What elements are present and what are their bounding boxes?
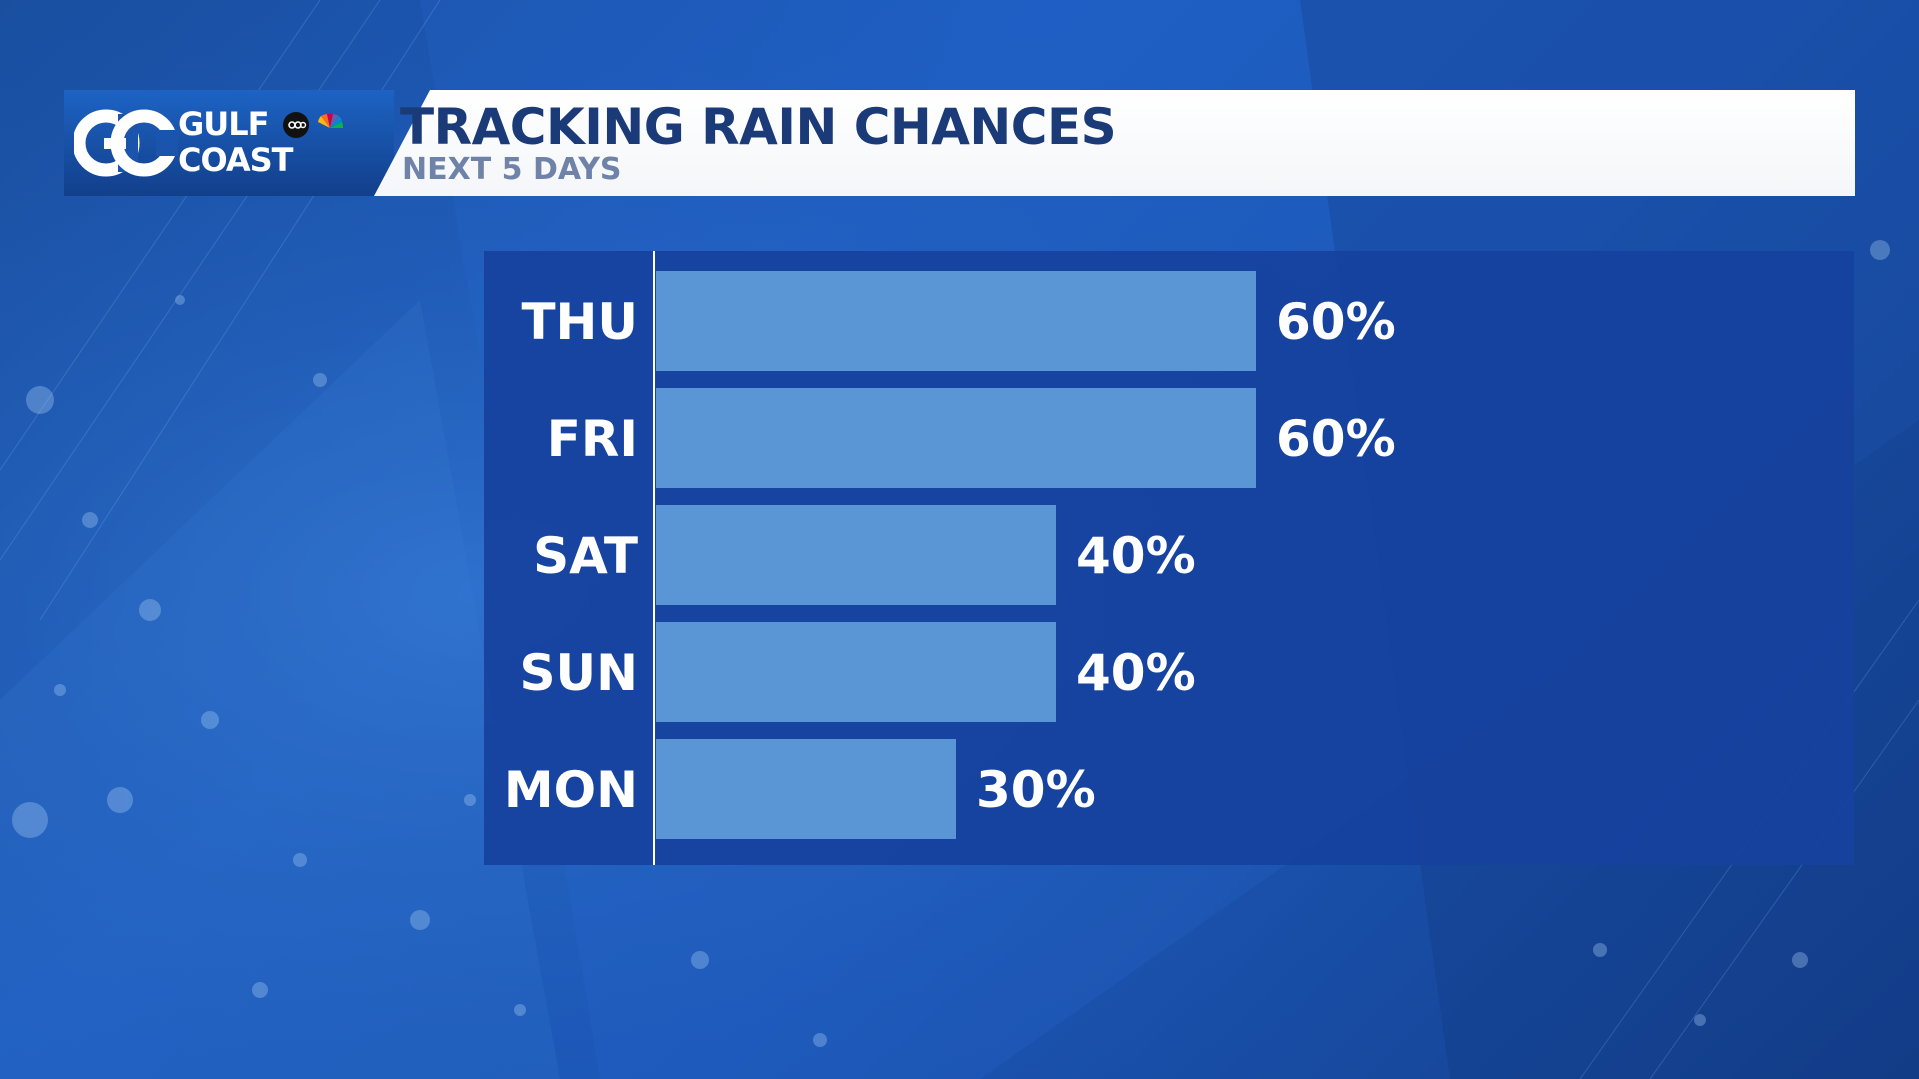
value-label-sat: 40% [1076, 527, 1196, 585]
category-label-mon: MON [504, 761, 638, 819]
brand-name-line1: GULF [178, 105, 269, 143]
chart-panel: THU 60% FRI 60% SAT 40% SUN 40% MON 30% [484, 251, 1854, 865]
page-subtitle: NEXT 5 DAYS [402, 152, 622, 187]
value-label-fri: 60% [1276, 410, 1396, 468]
value-label-thu: 60% [1276, 293, 1396, 351]
category-label-sat: SAT [533, 527, 638, 585]
bar-fri [656, 388, 1256, 488]
brand-name-line2: COAST [178, 141, 293, 179]
header-banner: GULF COAST TRACKING [64, 90, 1855, 196]
bars-group: THU 60% FRI 60% SAT 40% SUN 40% MON 30% [504, 271, 1396, 839]
nbc-peacock-icon [318, 113, 344, 128]
bar-sat [656, 505, 1056, 605]
title-bar [374, 90, 1855, 196]
rain-chance-bar-chart: THU 60% FRI 60% SAT 40% SUN 40% MON 30% [504, 251, 1396, 865]
gc-logo-icon [74, 109, 178, 177]
network-logos [283, 112, 344, 138]
category-label-thu: THU [521, 293, 638, 351]
bar-thu [656, 271, 1256, 371]
station-logo: GULF COAST [64, 90, 394, 196]
bar-sun [656, 622, 1056, 722]
category-label-fri: FRI [547, 410, 638, 468]
category-label-sun: SUN [520, 644, 638, 702]
value-label-mon: 30% [976, 761, 1096, 819]
abc-logo-icon [283, 112, 309, 138]
page-title: TRACKING RAIN CHANCES [400, 98, 1117, 156]
value-label-sun: 40% [1076, 644, 1196, 702]
bar-mon [656, 739, 956, 839]
